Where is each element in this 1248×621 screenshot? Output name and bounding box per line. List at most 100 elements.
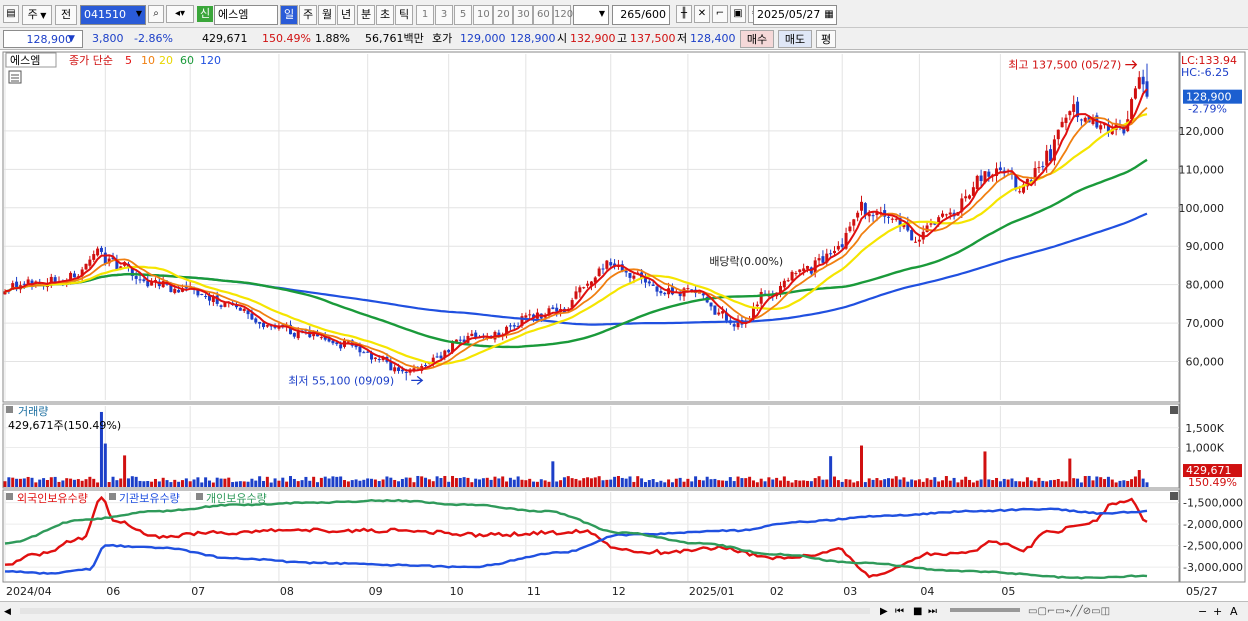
x-axis-label: 06: [106, 585, 120, 598]
bid2-value: 128,900: [510, 32, 556, 45]
stock-legend-box[interactable]: [5, 52, 57, 68]
candle-body: [871, 215, 875, 217]
date-field[interactable]: 2025/05/27: [753, 5, 837, 25]
volume-bar: [701, 480, 705, 487]
interval-30-button[interactable]: 30: [513, 5, 533, 25]
candle-body: [207, 295, 211, 301]
code-dropdown-icon[interactable]: ▼: [135, 9, 143, 18]
volume-bar: [794, 480, 798, 487]
fast-forward-icon[interactable]: ⏭: [928, 606, 937, 617]
volume-bar: [559, 480, 563, 487]
stop-icon[interactable]: ■: [913, 606, 923, 617]
volume-bar: [933, 477, 937, 487]
volume-panel-icon[interactable]: [6, 406, 13, 413]
volume-bar: [1130, 479, 1134, 487]
interval-3-button[interactable]: 3: [435, 5, 453, 25]
prev-button[interactable]: 전: [55, 5, 77, 25]
scroll-left-icon[interactable]: ◀: [4, 607, 11, 617]
candle-body: [1018, 191, 1022, 193]
volume-bar: [157, 481, 161, 487]
candle-body: [223, 302, 227, 307]
open-label: 시: [557, 32, 568, 45]
interval-5-button[interactable]: 5: [454, 5, 472, 25]
holding-panel-icon[interactable]: [6, 493, 13, 500]
candle-body: [470, 333, 474, 337]
scroll-right-icon[interactable]: ▶: [880, 606, 888, 617]
chart-menu-icon[interactable]: ▤: [3, 5, 19, 23]
period-minute-tab[interactable]: 분: [357, 5, 375, 25]
volume-bar: [721, 480, 725, 487]
zoom-tools-icon[interactable]: ▭▢⌐▭⌁╱╱⊘▭◫: [1028, 606, 1111, 617]
candle-body: [848, 226, 852, 232]
chart-area[interactable]: 60,000 70,000 80,000 90,000 100,000 110,000 12…: [0, 50, 1248, 621]
candle-body: [971, 187, 975, 196]
candle-body: [697, 292, 701, 294]
candle-body: [794, 273, 798, 275]
volume-bar: [69, 478, 73, 487]
candle-body: [586, 283, 590, 286]
period-day-tab[interactable]: 일: [280, 5, 298, 25]
volume-bar: [454, 478, 458, 487]
scroll-track[interactable]: [20, 608, 870, 614]
chart-canvas[interactable]: 60,000 70,000 80,000 90,000 100,000 110,000 12…: [0, 50, 1248, 601]
calendar-icon[interactable]: ▦: [824, 9, 834, 20]
scroll-bar[interactable]: ◀ ▶ ⏮ ■ ⏭ ▭▢⌐▭⌁╱╱⊘▭◫ − + A: [0, 601, 1248, 621]
volume-bar: [690, 481, 694, 487]
search-icon[interactable]: ⌕: [148, 5, 164, 23]
interval-60-button[interactable]: 60: [533, 5, 553, 25]
draw-icon[interactable]: ⌐: [712, 5, 728, 23]
interval-20-button[interactable]: 20: [493, 5, 513, 25]
period-month-tab[interactable]: 월: [318, 5, 336, 25]
table-toggle-icon[interactable]: [8, 70, 22, 84]
holding-panel-close-icon[interactable]: [1170, 492, 1178, 500]
volume-bar: [1025, 477, 1029, 487]
volume-panel-close-icon[interactable]: [1170, 406, 1178, 414]
speaker-icon[interactable]: ◂▾: [166, 5, 194, 23]
save-icon[interactable]: ▣: [730, 5, 746, 23]
candle-body: [92, 254, 96, 260]
period-year-tab[interactable]: 년: [337, 5, 355, 25]
candle-type-icon[interactable]: ╫: [676, 5, 692, 23]
interval-dropdown-icon[interactable]: ▼: [598, 9, 606, 18]
interval-120-button[interactable]: 120: [553, 5, 573, 25]
ex-dividend-annotation: 배당락(0.00%): [709, 255, 783, 268]
zoom-in-icon[interactable]: +: [1213, 605, 1223, 618]
count-field[interactable]: 265/600: [612, 5, 670, 25]
interval-1-button[interactable]: 1: [416, 5, 434, 25]
period-second-tab[interactable]: 초: [376, 5, 394, 25]
candle-body: [856, 212, 860, 218]
interval-custom-input[interactable]: [573, 5, 609, 25]
candle-body: [964, 196, 968, 199]
volume-bar: [1103, 479, 1107, 487]
indicator-icon[interactable]: ✕: [694, 5, 710, 23]
candle-body: [1083, 117, 1087, 122]
down-arrow-icon: ▼: [68, 34, 75, 44]
candle-body: [435, 356, 439, 358]
stock-name-field[interactable]: 에스엠: [214, 5, 278, 25]
x-axis-label: 04: [920, 585, 934, 598]
stock-code-input[interactable]: 041510: [80, 5, 146, 25]
candle-body: [601, 268, 605, 270]
zoom-out-icon[interactable]: −: [1198, 605, 1208, 618]
buy-button[interactable]: 매수: [740, 30, 774, 48]
candle-body: [366, 351, 370, 353]
period-week-tab[interactable]: 주: [299, 5, 317, 25]
sell-button[interactable]: 매도: [778, 30, 812, 48]
volume-bar: [3, 481, 7, 487]
candle-body: [358, 346, 362, 353]
volume-bar: [616, 475, 620, 487]
x-axis-label: 10: [450, 585, 464, 598]
volume-bar: [728, 477, 732, 487]
avg-button[interactable]: 평: [816, 30, 836, 48]
period-main-select[interactable]: 주 ▼: [22, 5, 52, 25]
volume-bar: [501, 476, 505, 487]
volume-bar: [346, 481, 350, 487]
foreign-holding-line: [4, 495, 1148, 579]
period-tick-tab[interactable]: 틱: [395, 5, 413, 25]
auto-scale-icon[interactable]: A: [1230, 605, 1238, 618]
interval-10-button[interactable]: 10: [473, 5, 493, 25]
volume-bar: [72, 479, 76, 487]
rewind-icon[interactable]: ⏮: [895, 606, 904, 617]
zoom-slider[interactable]: [950, 608, 1020, 612]
volume-y-tick-label: 1,500K: [1185, 422, 1224, 435]
